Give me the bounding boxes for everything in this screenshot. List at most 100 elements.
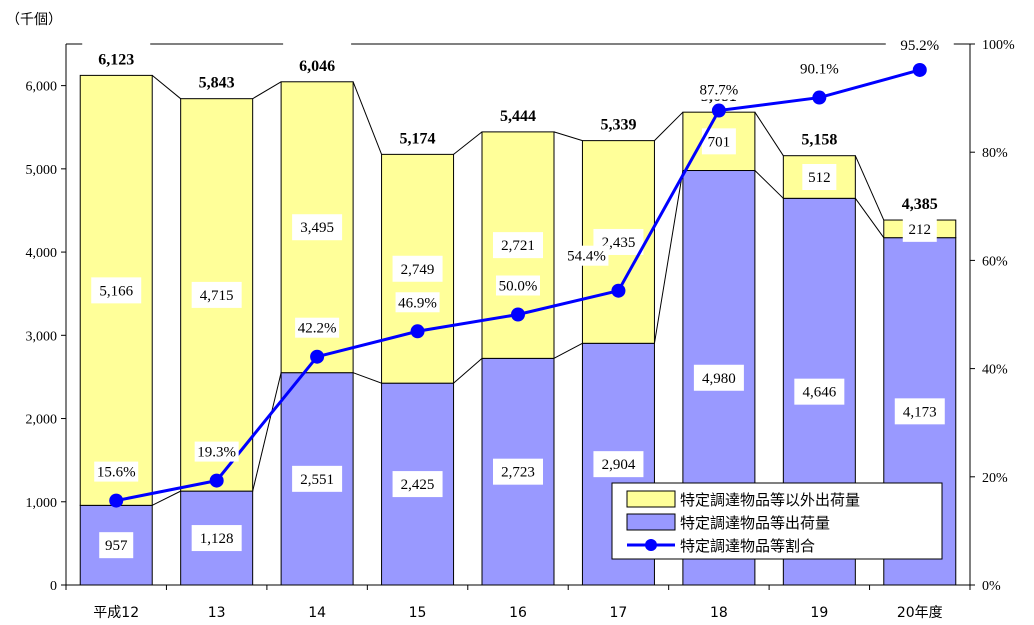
- total-connector-line: [754, 111, 784, 156]
- ratio-label: 95.2%: [900, 38, 939, 54]
- bottom-connector-line: [553, 342, 583, 359]
- x-tick-label: 平成12: [93, 605, 139, 621]
- ratio-point: [711, 103, 726, 118]
- top-value-label: 2,749: [401, 262, 435, 278]
- ratio-label: 42.2%: [298, 321, 337, 337]
- bottom-connector-line: [352, 372, 382, 384]
- right-tick-label: 0%: [982, 579, 1001, 594]
- total-label: 4,385: [902, 196, 938, 213]
- bottom-value-label: 4,173: [903, 404, 937, 420]
- top-value-label-box: [902, 215, 937, 242]
- right-tick-label: 80%: [982, 146, 1008, 161]
- ratio-label: 87.7%: [700, 83, 739, 99]
- total-label: 5,843: [199, 75, 235, 92]
- x-tick-label: 17: [610, 605, 628, 621]
- bottom-connector-line: [854, 198, 885, 238]
- ratio-label: 54.4%: [567, 249, 606, 265]
- bottom-connector-line: [151, 490, 181, 506]
- x-tick-label: 15: [409, 605, 427, 621]
- legend-item-other-swatch: [626, 490, 676, 508]
- total-connector-line: [352, 81, 383, 155]
- x-tick-label: 18: [710, 605, 728, 621]
- total-connector-line: [252, 81, 282, 100]
- bottom-connector-line: [252, 372, 282, 492]
- top-value-label-box: [292, 214, 343, 241]
- ratio-label-box: [496, 275, 540, 296]
- ratio-label-box: [94, 461, 139, 482]
- x-tick-label: 19: [810, 605, 828, 621]
- left-tick-label: 3,000: [26, 329, 58, 344]
- ratio-point: [611, 283, 626, 298]
- bottom-value-label-box: [99, 532, 134, 559]
- total-label: 5,444: [500, 108, 536, 125]
- bottom-value-label-box: [392, 471, 443, 498]
- ratio-label: 46.9%: [398, 295, 437, 311]
- right-tick-label: 100%: [982, 38, 1015, 53]
- right-tick-label: 20%: [982, 471, 1008, 486]
- ratio-label: 19.3%: [197, 445, 236, 461]
- bottom-value-label-box: [593, 451, 644, 478]
- top-value-label: 212: [909, 222, 932, 238]
- right-tick-label: 60%: [982, 254, 1008, 269]
- ratio-label-box: [295, 317, 340, 338]
- bottom-value-label: 2,551: [300, 472, 334, 488]
- top-value-label-box: [493, 232, 543, 259]
- bottom-value-label-box: [894, 398, 945, 425]
- legend-item-specified-label: 特定調達物品等出荷量: [680, 514, 830, 532]
- bottom-connector-line: [754, 170, 784, 199]
- bars: 957 5,166 1,128 4,715 2,551 3,495 2,425 2,749 2,…: [79, 74, 957, 586]
- ratio-label: 90.1%: [800, 62, 839, 78]
- bottom-value-label: 2,425: [401, 477, 435, 493]
- total-label: 6,123: [98, 51, 134, 68]
- bottom-value-label-box: [191, 525, 242, 552]
- ratio-point: [209, 473, 224, 488]
- left-tick-label: 1,000: [26, 496, 58, 511]
- top-value-label-box: [802, 164, 837, 191]
- x-tick-label: 16: [509, 605, 527, 621]
- bottom-connector-line: [453, 357, 483, 384]
- total-connector-line: [654, 111, 684, 141]
- legend-item-ratio-swatch-marker: [645, 539, 657, 551]
- legend-item-other-label: 特定調達物品等以外出荷量: [680, 491, 860, 509]
- total-connector-line: [453, 131, 483, 155]
- ratio-point: [511, 307, 525, 322]
- bottom-value-label: 1,128: [200, 531, 234, 547]
- legend-item-specified-swatch: [626, 513, 676, 531]
- x-tick-label: 20年度: [897, 605, 943, 621]
- bottom-value-label: 2,723: [501, 465, 535, 481]
- total-connector-line: [151, 74, 181, 100]
- y-axis-unit-label: （千個）: [6, 12, 62, 28]
- ratio-point: [912, 62, 927, 77]
- total-connector-line: [553, 131, 583, 142]
- ratio-label-box: [696, 79, 741, 100]
- total-label: 5,174: [400, 130, 436, 147]
- bottom-value-label: 957: [105, 538, 128, 554]
- bar-connector-lines: [151, 74, 885, 506]
- top-value-label-box: [392, 255, 443, 282]
- bottom-value-label-box: [794, 378, 845, 405]
- top-value-label: 4,715: [200, 288, 234, 304]
- ratio-label: 50.0%: [499, 279, 538, 295]
- axes: 0 1,000 2,000 3,000 4,000 5,000 6,000 0% 20% 40% 6…: [26, 38, 1016, 621]
- ratio-label-box: [194, 441, 239, 462]
- total-label: 5,339: [600, 117, 636, 134]
- bottom-value-label: 2,904: [602, 457, 636, 473]
- top-value-label: 512: [808, 170, 831, 186]
- ratio-point: [410, 324, 425, 339]
- ratio-point: [109, 493, 124, 508]
- ratio-point: [812, 90, 827, 105]
- right-tick-label: 40%: [982, 363, 1008, 378]
- ratio-point: [310, 349, 325, 364]
- bottom-value-label: 4,646: [802, 385, 836, 401]
- top-value-label-box: [191, 281, 242, 308]
- x-tick-label: 13: [208, 605, 226, 621]
- bottom-value-label-box: [292, 465, 343, 492]
- ratio-label: 15.6%: [97, 465, 136, 481]
- left-tick-label: 5,000: [26, 163, 58, 178]
- top-value-label: 2,435: [602, 235, 636, 251]
- left-tick-label: 4,000: [26, 246, 58, 261]
- ratio-label-box: [897, 34, 942, 55]
- top-value-label: 701: [708, 134, 731, 150]
